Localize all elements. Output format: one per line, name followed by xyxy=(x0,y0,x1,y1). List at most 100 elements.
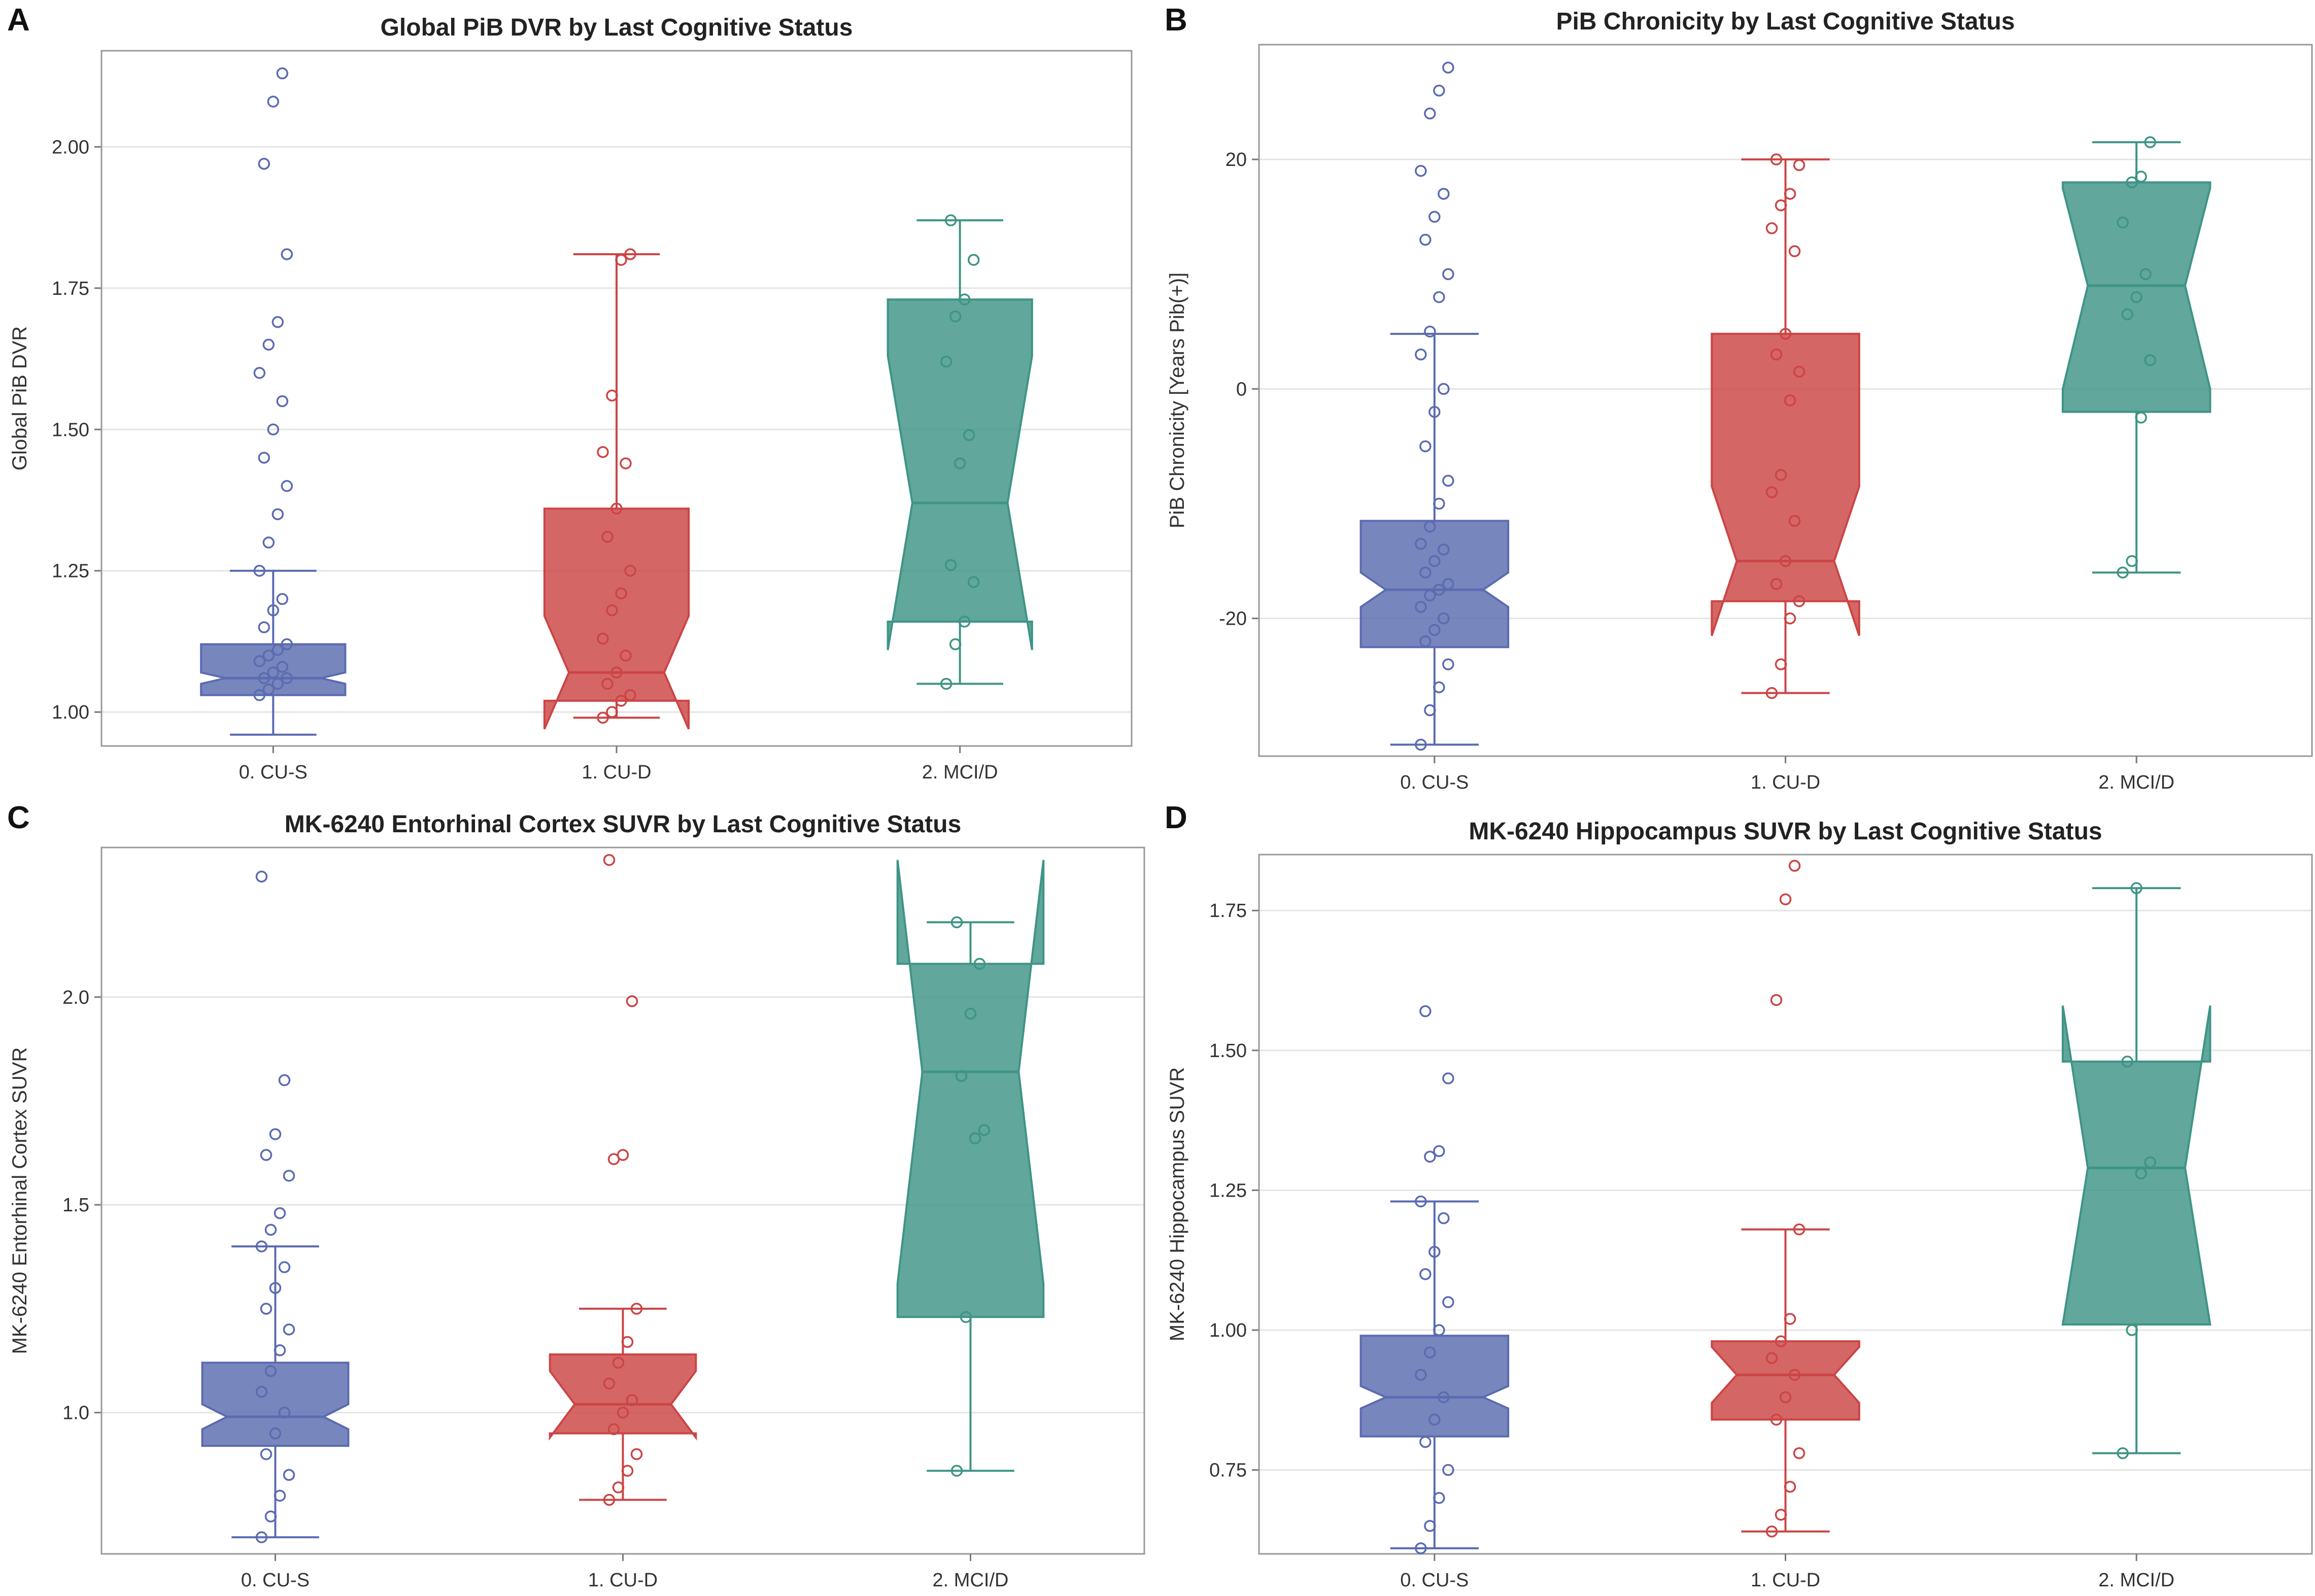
data-point-d-0-9 xyxy=(1433,1324,1445,1336)
data-point-d-1-2 xyxy=(1784,1480,1796,1493)
data-point-a-2-1 xyxy=(949,638,962,651)
chart-title-d: MK-6240 Hippocampus SUVR by Last Cogniti… xyxy=(1469,818,2102,845)
chart-title-c: MK-6240 Entorhinal Cortex SUVR by Last C… xyxy=(285,811,962,838)
data-point-c-1-4 xyxy=(607,1423,620,1436)
y-tick-label-c-2: 2.0 xyxy=(62,987,89,1008)
y-tick-label-c-1: 1.5 xyxy=(62,1195,89,1216)
data-point-a-0-19 xyxy=(267,423,280,436)
data-point-c-1-13 xyxy=(626,995,638,1007)
data-point-c-2-7 xyxy=(950,916,963,929)
panel-a: A Global PiB DVR by Last Cognitive Status… xyxy=(0,0,1158,798)
x-tick-label-b-1: 1. CU-D xyxy=(1751,772,1820,793)
y-tick-label-d-3: 1.50 xyxy=(1209,1040,1247,1062)
y-tick-label-a-2: 1.50 xyxy=(52,419,89,440)
data-point-a-0-13 xyxy=(276,593,289,605)
data-point-b-0-23 xyxy=(1433,291,1445,303)
data-point-b-0-6 xyxy=(1438,612,1450,625)
data-point-c-2-0 xyxy=(950,1465,963,1477)
chart-title-a: Global PiB DVR by Last Cognitive Status xyxy=(381,14,853,41)
data-point-d-0-15 xyxy=(1424,1150,1436,1163)
data-point-c-0-13 xyxy=(278,1261,291,1273)
data-point-a-0-8 xyxy=(262,650,275,662)
x-tick-label-c-0: 0. CU-S xyxy=(241,1570,310,1591)
data-point-b-0-14 xyxy=(1415,537,1427,550)
data-point-b-0-24 xyxy=(1442,268,1454,281)
data-point-d-0-13 xyxy=(1438,1212,1450,1225)
panel-letter-c: C xyxy=(7,800,30,835)
data-point-a-0-27 xyxy=(276,67,289,80)
y-tick-label-a-3: 1.75 xyxy=(52,278,89,299)
data-point-a-0-4 xyxy=(258,672,270,685)
data-point-b-2-3 xyxy=(2144,354,2156,366)
data-point-d-0-10 xyxy=(1442,1296,1454,1308)
data-point-a-1-13 xyxy=(620,457,632,469)
data-point-a-0-16 xyxy=(271,508,284,521)
data-point-c-0-16 xyxy=(274,1207,286,1219)
data-point-a-1-3 xyxy=(624,689,636,701)
data-point-a-1-1 xyxy=(606,706,618,718)
data-point-d-1-10 xyxy=(1793,1223,1806,1236)
data-point-b-0-5 xyxy=(1428,624,1441,636)
data-point-c-0-17 xyxy=(283,1170,295,1182)
data-point-c-0-1 xyxy=(264,1510,277,1523)
data-point-b-2-2 xyxy=(2135,412,2147,424)
data-point-a-0-23 xyxy=(271,316,284,328)
data-point-b-1-15 xyxy=(1775,199,1787,212)
box-b-0 xyxy=(1359,520,1510,649)
data-point-b-2-5 xyxy=(2130,291,2142,303)
data-point-c-0-4 xyxy=(260,1448,273,1461)
data-point-a-0-7 xyxy=(253,655,266,667)
data-point-c-2-4 xyxy=(955,1070,968,1082)
y-tick-label-d-0: 0.75 xyxy=(1209,1460,1247,1481)
box-c-0 xyxy=(201,1362,350,1447)
data-point-b-0-21 xyxy=(1415,348,1427,361)
chart-title-b: PiB Chronicity by Last Cognitive Status xyxy=(1556,8,2015,35)
panel-c: C MK-6240 Entorhinal Cortex SUVR by Last … xyxy=(0,798,1158,1596)
y-tick-label-c-0: 1.0 xyxy=(62,1403,89,1424)
x-tick-label-a-2: 2. MCI/D xyxy=(922,762,998,783)
panel-d: D MK-6240 Hippocampus SUVR by Last Cognit… xyxy=(1158,798,2315,1596)
data-point-b-0-20 xyxy=(1438,383,1450,395)
data-point-b-1-7 xyxy=(1765,486,1778,498)
data-point-b-2-1 xyxy=(2126,555,2138,567)
panel-letter-b: B xyxy=(1165,3,1187,38)
data-point-a-1-9 xyxy=(615,587,627,600)
data-point-d-0-4 xyxy=(1419,1436,1432,1448)
y-tick-label-d-2: 1.25 xyxy=(1209,1180,1247,1201)
data-point-a-2-3 xyxy=(967,576,980,588)
data-point-d-1-11 xyxy=(1770,994,1783,1006)
data-point-d-1-8 xyxy=(1775,1335,1787,1347)
data-point-a-0-26 xyxy=(267,95,280,108)
data-point-b-0-27 xyxy=(1438,188,1450,200)
data-point-a-0-0 xyxy=(253,689,266,701)
data-point-c-1-2 xyxy=(621,1465,634,1477)
data-point-c-0-21 xyxy=(255,870,268,883)
y-tick-label-a-4: 2.00 xyxy=(52,137,89,158)
y-axis-label-a: Global PiB DVR xyxy=(9,326,31,471)
data-point-d-0-2 xyxy=(1433,1492,1445,1504)
data-point-b-0-10 xyxy=(1442,578,1454,590)
data-point-d-0-17 xyxy=(1442,1072,1454,1084)
data-point-c-1-6 xyxy=(626,1394,638,1406)
data-point-a-0-6 xyxy=(276,661,289,673)
data-point-b-0-29 xyxy=(1424,107,1436,120)
data-point-b-0-18 xyxy=(1419,440,1432,453)
data-point-c-1-3 xyxy=(630,1448,643,1461)
data-point-a-2-6 xyxy=(963,429,975,442)
data-point-c-2-6 xyxy=(973,958,986,970)
data-point-a-0-24 xyxy=(281,248,293,260)
x-tick-label-b-0: 0. CU-S xyxy=(1400,772,1469,793)
data-point-a-1-10 xyxy=(624,564,636,577)
data-point-c-1-12 xyxy=(617,1149,629,1161)
data-point-a-1-11 xyxy=(601,531,614,543)
data-point-a-0-9 xyxy=(271,643,284,656)
x-tick-label-d-0: 0. CU-S xyxy=(1400,1570,1469,1591)
data-point-c-1-9 xyxy=(621,1336,634,1348)
data-point-a-1-8 xyxy=(606,604,618,617)
data-point-c-0-19 xyxy=(269,1128,282,1140)
data-point-a-0-10 xyxy=(281,638,293,651)
data-point-b-1-16 xyxy=(1784,188,1796,200)
data-point-c-0-6 xyxy=(278,1406,291,1419)
data-point-b-1-3 xyxy=(1793,595,1806,607)
data-point-b-0-17 xyxy=(1442,474,1454,487)
